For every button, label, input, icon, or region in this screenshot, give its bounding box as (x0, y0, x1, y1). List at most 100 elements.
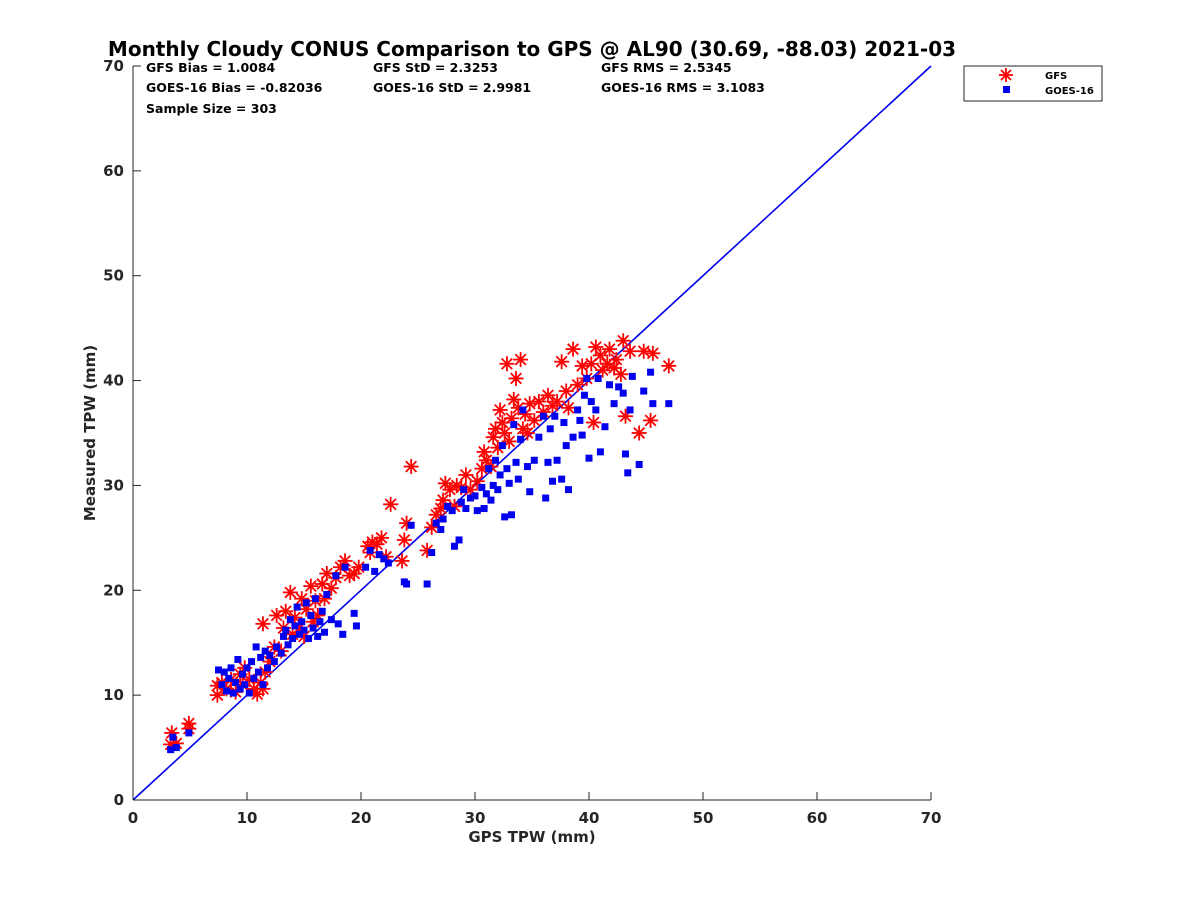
y-axis-label: Measured TPW (mm) (81, 345, 99, 521)
gfs-point (565, 341, 581, 357)
goes-16-point (492, 456, 500, 464)
gfs-point (255, 616, 271, 632)
goes-16-point (282, 626, 290, 634)
goes-16-point (291, 622, 299, 630)
goes-16-point (341, 563, 349, 571)
goes-16-point (448, 507, 456, 515)
goes-16-point (307, 611, 315, 619)
goes-16-point (471, 492, 479, 500)
goes-16-point (610, 400, 618, 408)
goes-16-point (305, 635, 313, 643)
goes-16-point (544, 458, 552, 466)
goes-16-point (558, 475, 566, 483)
legend-box (963, 65, 1103, 102)
goes-16-point (553, 456, 561, 464)
goes-16-point (439, 515, 447, 523)
y-tick-label: 50 (103, 267, 124, 285)
goes-16-point (635, 460, 643, 468)
goes-16-point (432, 519, 440, 527)
goes-16-point (510, 421, 518, 429)
goes-16-point (535, 433, 543, 441)
gfs-point (631, 425, 647, 441)
gfs-point (583, 356, 599, 372)
goes-16-point (551, 412, 559, 420)
goes-16-point (523, 463, 531, 471)
goes-16-point (546, 425, 554, 433)
goes-16-point (619, 389, 627, 397)
gfs-point (351, 559, 367, 575)
goes-16-point (450, 542, 458, 550)
goes-16-point (259, 681, 267, 689)
x-tick-label: 60 (807, 809, 828, 827)
goes-16-point (309, 624, 317, 632)
goes-16-point (286, 616, 294, 624)
goes-16-point (428, 549, 436, 557)
goes-16-point (295, 630, 303, 638)
goes-16-point (215, 666, 222, 674)
stat-gfs-rms: GFS RMS = 2.5345 (601, 60, 732, 75)
goes-16-point (462, 504, 470, 512)
goes-16-point (316, 618, 324, 626)
goes-16-point (489, 481, 497, 489)
gfs-point (615, 333, 631, 349)
goes-16-point (665, 400, 673, 408)
goes-16-point (261, 647, 269, 655)
goes-16-point (601, 423, 609, 431)
gfs-point (636, 343, 652, 359)
goes-16-point (352, 622, 360, 630)
gfs-point (508, 370, 524, 386)
x-tick-label: 20 (351, 809, 372, 827)
goes-16-point (580, 391, 588, 399)
goes-16-point (542, 494, 550, 502)
gfs-point (458, 467, 474, 483)
goes-16-point (236, 685, 244, 693)
legend-asterisk (999, 68, 1013, 82)
goes-16-point (615, 383, 623, 391)
gfs-point (278, 603, 294, 619)
goes-16-point (512, 458, 520, 466)
goes-16-point (227, 664, 235, 672)
y-tick-label: 20 (103, 581, 124, 599)
goes-16-point (323, 590, 331, 598)
goes-16-point (254, 668, 262, 676)
legend-goes-square-icon (1003, 86, 1010, 93)
stat-sample-size: Sample Size = 303 (146, 101, 277, 116)
goes-16-point (507, 511, 515, 519)
goes-16-point (167, 746, 175, 754)
gfs-point (255, 681, 271, 697)
gfs-point (394, 553, 410, 569)
goes-16-point (318, 607, 326, 615)
gfs-point (554, 354, 570, 370)
goes-16-point (380, 555, 388, 563)
goes-16-point (562, 442, 570, 450)
goes-16-point (455, 536, 463, 544)
gfs-point (383, 496, 399, 512)
goes-16-point (585, 454, 593, 462)
gfs-point (497, 425, 513, 441)
x-tick-label: 30 (465, 809, 486, 827)
goes-16-point (606, 381, 614, 389)
goes-16-point (332, 572, 340, 580)
goes-16-point (234, 655, 242, 663)
goes-16-point (576, 416, 584, 424)
goes-16-point (293, 603, 301, 611)
goes-16-point (407, 521, 415, 529)
goes-16-point (496, 471, 504, 479)
gfs-point (661, 358, 677, 374)
goes-16-point (473, 507, 481, 515)
goes-16-point (624, 469, 632, 477)
stat-goes-bias: GOES-16 Bias = -0.82036 (146, 80, 323, 95)
gfs-point (643, 412, 659, 428)
goes-16-point (300, 626, 308, 634)
goes-16-point (437, 525, 445, 533)
goes-16-point (517, 435, 525, 443)
goes-16-point (302, 599, 310, 607)
goes-16-point (238, 670, 246, 678)
goes-16-point (264, 664, 272, 672)
goes-16-point (574, 406, 582, 414)
goes-16-point (375, 551, 383, 559)
goes-16-point (578, 431, 586, 439)
gfs-point (570, 377, 586, 393)
goes-16-point (220, 668, 228, 676)
legend: GFS GOES-16 (963, 65, 1103, 102)
